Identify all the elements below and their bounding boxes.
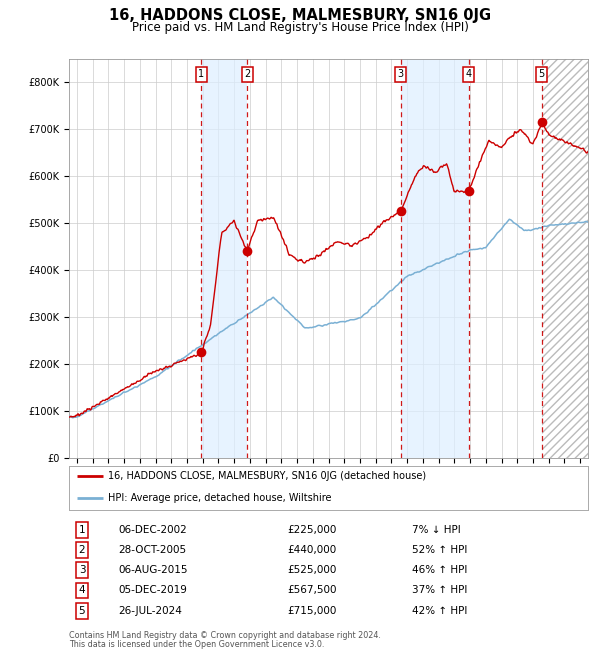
Text: 2: 2	[79, 545, 85, 555]
Text: 16, HADDONS CLOSE, MALMESBURY, SN16 0JG (detached house): 16, HADDONS CLOSE, MALMESBURY, SN16 0JG …	[108, 471, 426, 481]
Bar	[401, 58, 469, 458]
Text: Price paid vs. HM Land Registry's House Price Index (HPI): Price paid vs. HM Land Registry's House …	[131, 21, 469, 34]
Text: £525,000: £525,000	[287, 566, 337, 575]
Text: 28-OCT-2005: 28-OCT-2005	[118, 545, 187, 555]
Text: 26-JUL-2024: 26-JUL-2024	[118, 606, 182, 616]
Text: £567,500: £567,500	[287, 586, 337, 595]
Text: 06-DEC-2002: 06-DEC-2002	[118, 525, 187, 535]
Text: £225,000: £225,000	[287, 525, 337, 535]
Text: 05-DEC-2019: 05-DEC-2019	[118, 586, 187, 595]
Text: 5: 5	[79, 606, 85, 616]
Bar	[542, 58, 588, 458]
Text: 3: 3	[398, 70, 404, 79]
Bar	[202, 58, 247, 458]
Text: £715,000: £715,000	[287, 606, 337, 616]
Text: 37% ↑ HPI: 37% ↑ HPI	[412, 586, 467, 595]
Text: 42% ↑ HPI: 42% ↑ HPI	[412, 606, 467, 616]
Text: £440,000: £440,000	[287, 545, 336, 555]
Text: 4: 4	[79, 586, 85, 595]
Text: 2: 2	[244, 70, 250, 79]
Text: This data is licensed under the Open Government Licence v3.0.: This data is licensed under the Open Gov…	[69, 640, 325, 649]
Text: 46% ↑ HPI: 46% ↑ HPI	[412, 566, 467, 575]
Text: 1: 1	[199, 70, 205, 79]
Text: 3: 3	[79, 566, 85, 575]
Text: 16, HADDONS CLOSE, MALMESBURY, SN16 0JG: 16, HADDONS CLOSE, MALMESBURY, SN16 0JG	[109, 8, 491, 23]
Text: Contains HM Land Registry data © Crown copyright and database right 2024.: Contains HM Land Registry data © Crown c…	[69, 630, 381, 640]
Text: 4: 4	[466, 70, 472, 79]
Text: HPI: Average price, detached house, Wiltshire: HPI: Average price, detached house, Wilt…	[108, 493, 331, 503]
Text: 1: 1	[79, 525, 85, 535]
Text: 5: 5	[539, 70, 545, 79]
Text: 7% ↓ HPI: 7% ↓ HPI	[412, 525, 460, 535]
Text: 52% ↑ HPI: 52% ↑ HPI	[412, 545, 467, 555]
Text: 06-AUG-2015: 06-AUG-2015	[118, 566, 188, 575]
